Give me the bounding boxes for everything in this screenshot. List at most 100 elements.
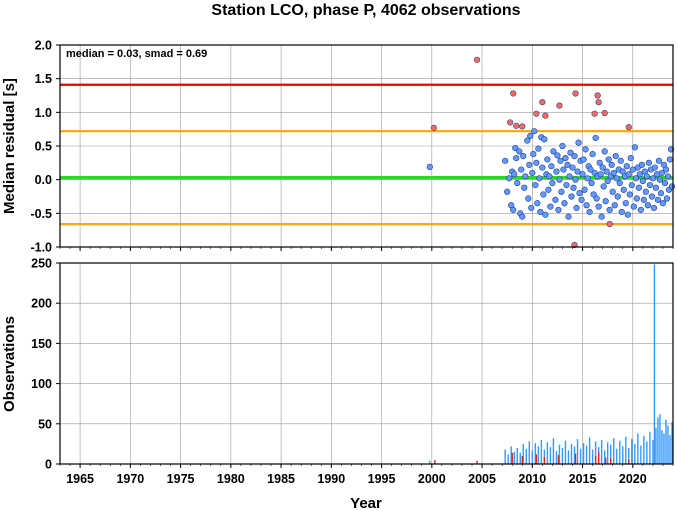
observation-bar [540,439,543,464]
observation-bar [570,443,573,464]
observations-bars [429,264,673,464]
residual-point [648,193,655,200]
residual-point [599,164,606,171]
observation-bar [558,444,561,464]
observation-bar [634,443,636,464]
residual-point [579,171,586,178]
residual-point [527,132,534,139]
residual-point [578,196,585,203]
observation-bar [665,419,667,464]
x-tick-label: 2020 [619,472,647,486]
residual-point [664,173,672,180]
residual-point [622,200,629,207]
residual-point [592,134,599,142]
residual-point [547,203,554,210]
residual-point [611,202,618,209]
residual-point [632,175,639,182]
residual-point [653,171,661,178]
residual-point [583,202,590,209]
observation-bar [567,450,570,464]
residual-point [557,157,564,164]
residual-point [620,186,627,193]
observation-bar [667,425,669,464]
outlier-observation-bar [574,453,577,464]
outlier-point [533,110,540,117]
residual-point [559,142,566,150]
observations-y-axis-title: Observations [1,316,18,412]
residual-point [567,149,574,156]
residual-point [659,200,667,207]
residual-point [597,171,604,178]
residual-point [593,195,600,202]
residual-point [531,128,538,135]
residual-point [581,186,588,193]
residual-point [639,177,646,185]
residual-point [626,191,633,198]
outlier-observation-bar [543,456,546,464]
x-tick-label: 1990 [317,472,345,486]
residual-point [605,156,612,163]
observation-bar [504,449,506,464]
residual-point [552,196,559,203]
observation-bar [643,435,645,464]
observation-bar [622,446,624,464]
residual-point [582,146,589,153]
residual-point [571,153,578,160]
residual-point [643,173,650,180]
x-tick-label: 2005 [468,472,496,486]
residual-point [604,177,611,185]
chart-title: Station LCO, phase P, 4062 observations [211,2,520,19]
outlier-point [595,99,602,106]
residual-point [657,190,665,197]
residual-y-tick-label: -0.5 [30,207,52,221]
x-axis-title: Year [350,495,382,511]
residual-point [627,155,634,162]
observation-bar [555,451,558,464]
observation-bar [637,433,639,464]
residual-point [658,169,666,177]
residual-point [667,146,675,153]
residual-point [636,171,643,178]
observation-bar [582,443,585,464]
residual-point [576,190,583,197]
residual-point [542,211,549,218]
x-tick-label: 2015 [569,472,597,486]
residual-point [528,204,535,212]
observation-bar [659,414,661,464]
residual-point [617,157,624,164]
x-tick-label: 1985 [267,472,295,486]
residual-point [511,171,518,178]
residual-point [630,203,637,210]
observation-bar [528,441,530,464]
outlier-observation-bar [604,457,607,464]
observation-bar [649,431,651,464]
residual-point [516,148,523,155]
residual-point [518,166,525,173]
outlier-point [539,99,546,106]
residual-point [645,159,652,166]
residual-point [614,193,621,200]
residual-point [637,206,644,214]
residual-point [568,193,575,200]
residual-point [534,200,541,207]
outlier-point [510,90,517,97]
residual-gridlines [60,44,673,248]
residual-point [603,168,610,175]
outlier-point [473,56,481,63]
residual-point [650,204,658,212]
residual-point [651,164,659,171]
residual-point [635,184,642,191]
outlier-point [513,122,520,129]
outlier-observation-bar [521,455,523,464]
observation-bar [522,443,524,464]
observation-bar [657,417,659,464]
residual-point [558,188,565,195]
observations-y-tick-label: 150 [31,337,52,351]
observations-y-tick-label: 0 [45,458,52,472]
residual-point [535,145,542,152]
observations-plot-frame [59,262,674,465]
observation-bar [525,448,527,464]
residual-point [608,161,615,168]
residual-point [588,179,595,187]
residual-point [546,173,553,180]
